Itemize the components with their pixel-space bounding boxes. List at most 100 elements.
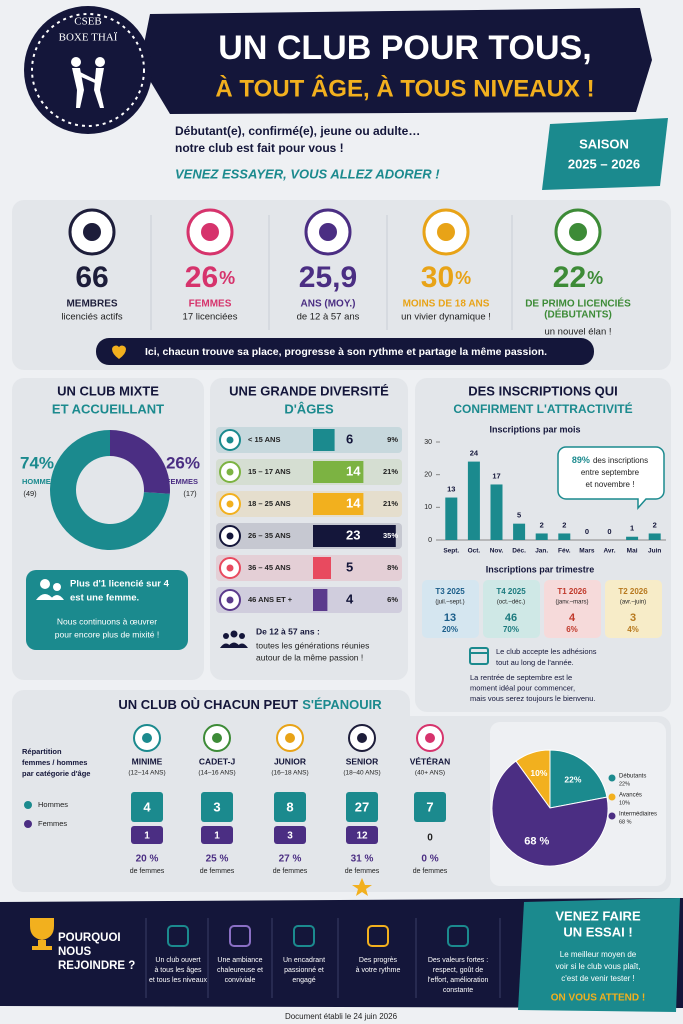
stat-icon-glyph — [319, 223, 337, 241]
title: À TOUT ÂGE, À TOUS NIVEAUX ! — [215, 74, 594, 102]
legend-swatch — [608, 793, 616, 801]
quarter-period: (oct.–déc.) — [497, 600, 525, 606]
legend-title: Répartition — [22, 747, 62, 756]
category-icon-glyph — [357, 733, 367, 743]
category-icon-glyph — [285, 733, 295, 743]
callout-text: Nous continuons à œuvrer — [57, 616, 157, 626]
category-range: (16–18 ANS) — [271, 770, 308, 777]
stat-value: 22% — [553, 261, 603, 294]
quarter-name: T2 2026 — [618, 587, 648, 596]
reason-text: constante — [443, 987, 473, 994]
reason-icon — [367, 925, 389, 947]
donut-count: (49) — [23, 489, 37, 498]
share-label: 9% — [387, 435, 398, 444]
stat-icon-glyph — [83, 223, 101, 241]
donut-category: HOMMES — [22, 477, 56, 486]
ages-panel — [210, 378, 408, 680]
reason-text: Une ambiance — [217, 957, 262, 964]
men-box — [346, 792, 378, 822]
share-caption: de femmes — [413, 868, 448, 875]
category-icon-glyph — [142, 733, 152, 743]
bar-value: 0 — [607, 527, 611, 536]
stat-label: DE PRIMO LICENCIÉS — [525, 297, 631, 310]
y-tick-label: 30 — [424, 439, 432, 446]
quarter-share: 4% — [627, 625, 639, 634]
legend-value: 68 % — [619, 819, 632, 825]
reason-text: chaleureuse et — [217, 967, 263, 974]
x-tick-label: Mars — [579, 548, 595, 555]
legend-label: Femmes — [38, 819, 67, 828]
women-value: 3 — [287, 831, 293, 842]
reason-icon — [167, 925, 189, 947]
men-box — [414, 792, 446, 822]
share-label: 6% — [387, 595, 398, 604]
x-tick-label: Juin — [648, 548, 661, 555]
bar-value: 5 — [346, 559, 353, 574]
stat-value-part: 30 — [421, 261, 454, 294]
reason-text: Un club ouvert — [155, 957, 200, 964]
legend-label: Débutants — [619, 774, 646, 780]
bar-value: 5 — [517, 511, 521, 520]
quarter-card — [605, 580, 662, 638]
reason-text: à tous les âges — [154, 967, 202, 974]
row-icon-glyph — [226, 564, 234, 572]
stat-label: MOINS DE 18 ANS — [403, 299, 490, 310]
y-tick-label: 0 — [428, 537, 432, 544]
bar — [313, 525, 396, 547]
quarter-period: (janv.–mars) — [556, 600, 589, 606]
donut-count: (17) — [183, 489, 197, 498]
section-title: D'ÂGES — [284, 401, 334, 416]
note-text: toutes les générations réunies — [256, 640, 369, 650]
bar-value: 17 — [492, 471, 500, 480]
bar-value: 2 — [653, 520, 657, 529]
men-value: 4 — [143, 799, 151, 814]
pie-slice — [549, 749, 608, 809]
date: Document établi le 24 juin 2026 — [285, 1012, 398, 1021]
legend-value: 10% — [619, 800, 630, 806]
cta-title: VENEZ FAIRE — [555, 908, 641, 923]
share-caption: de femmes — [273, 868, 308, 875]
reason-text: l'effort, amélioration — [428, 977, 489, 984]
person-head — [53, 583, 61, 591]
banner: Ici, chacun trouve sa place, progresse à… — [145, 346, 547, 358]
x-tick-label: Fév. — [558, 548, 571, 555]
bar — [626, 536, 639, 540]
intro: notre club est fait pour vous ! — [175, 141, 344, 155]
callout-text: est une femme. — [70, 593, 139, 604]
legend-label: Intermédiaires — [619, 812, 657, 818]
category-range: (18–40 ANS) — [343, 770, 380, 777]
quarter-share: 6% — [566, 625, 578, 634]
bar — [467, 461, 480, 540]
bar — [535, 533, 548, 540]
person-head — [40, 579, 50, 589]
intro: Débutant(e), confirmé(e), jeune ou adult… — [175, 124, 420, 138]
pie-label: 10% — [530, 768, 547, 778]
quarter-card — [483, 580, 540, 638]
stats-panel — [12, 200, 671, 370]
callout-bubble — [557, 446, 665, 510]
age-label: 36 – 45 ANS — [248, 563, 291, 572]
header-brush — [140, 8, 652, 114]
star — [352, 878, 372, 896]
person-head — [230, 630, 238, 638]
tagline: VENEZ ESSAYER, VOUS ALLEZ ADORER ! — [175, 166, 440, 181]
share-label: 21% — [383, 467, 398, 476]
reason-text: Des valeurs fortes : — [428, 957, 488, 964]
fighter-head — [95, 57, 105, 67]
bar — [313, 493, 364, 515]
men-value: 8 — [286, 799, 293, 814]
group-icon — [220, 630, 248, 648]
x-tick-label: Jan. — [535, 548, 548, 555]
donut-slice — [50, 430, 170, 550]
category-icon-glyph — [425, 733, 435, 743]
reason-text: respect, goût de — [433, 967, 483, 974]
reason-text: engagé — [292, 977, 315, 984]
stat-note: de 12 à 57 ans — [297, 312, 360, 323]
mix-callout-bg — [26, 570, 188, 650]
bar-value: 13 — [447, 485, 455, 494]
pie-label: 68 % — [524, 835, 549, 847]
reason-text: à votre rythme — [356, 967, 401, 974]
person-body — [220, 642, 248, 648]
women-value: 0 — [427, 833, 433, 844]
